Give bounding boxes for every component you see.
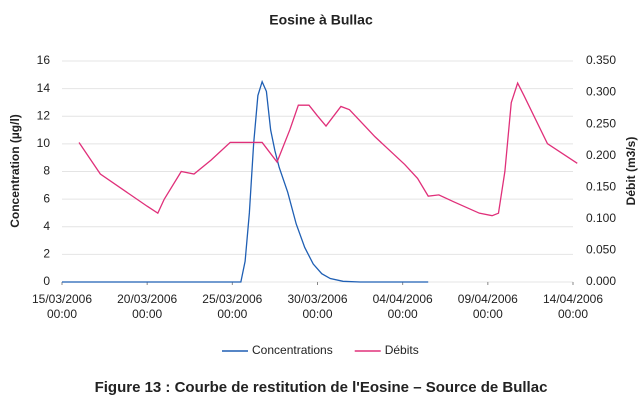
y2-tick-label: 0.050 bbox=[586, 243, 616, 257]
y-tick-label: 6 bbox=[43, 191, 50, 205]
y-tick-label: 8 bbox=[43, 164, 50, 178]
y2-tick-label: 0.150 bbox=[586, 179, 616, 193]
y2-tick-label: 0.300 bbox=[586, 85, 616, 99]
x-tick-label: 04/04/2006 00:00 bbox=[372, 292, 433, 321]
y-tick-label: 12 bbox=[37, 108, 51, 122]
legend-label: Débits bbox=[385, 343, 419, 357]
y2-tick-label: 0.100 bbox=[586, 211, 616, 225]
y2-axis-label: Débit (m3/s) bbox=[624, 137, 638, 206]
x-tick-label: 14/04/2006 00:00 bbox=[542, 292, 604, 321]
y-tick-label: 10 bbox=[37, 136, 51, 150]
legend-label: Concentrations bbox=[252, 343, 333, 357]
y2-tick-label: 0.000 bbox=[586, 274, 616, 288]
series-line bbox=[78, 81, 578, 217]
series-line bbox=[62, 79, 429, 283]
x-tick-label: 30/03/2006 00:00 bbox=[287, 292, 348, 321]
y2-tick-label: 0.250 bbox=[586, 116, 616, 130]
x-tick-label: 20/03/2006 00:00 bbox=[117, 292, 178, 321]
y-axis-label: Concentration (µg/l) bbox=[8, 114, 22, 228]
x-tick-label: 25/03/2006 00:00 bbox=[202, 292, 263, 321]
y2-tick-label: 0.350 bbox=[586, 53, 616, 67]
y-tick-label: 16 bbox=[37, 53, 51, 67]
chart-title: Eosine à Bullac bbox=[269, 12, 373, 28]
y-tick-label: 14 bbox=[37, 81, 51, 95]
y-tick-label: 0 bbox=[43, 274, 50, 288]
y2-tick-label: 0.200 bbox=[586, 148, 616, 162]
y-tick-label: 2 bbox=[43, 247, 50, 261]
y-tick-label: 4 bbox=[43, 219, 50, 233]
x-tick-label: 09/04/2006 00:00 bbox=[457, 292, 518, 321]
x-tick-label: 15/03/2006 00:00 bbox=[31, 292, 93, 321]
figure-caption: Figure 13 : Courbe de restitution de l'E… bbox=[95, 379, 548, 396]
